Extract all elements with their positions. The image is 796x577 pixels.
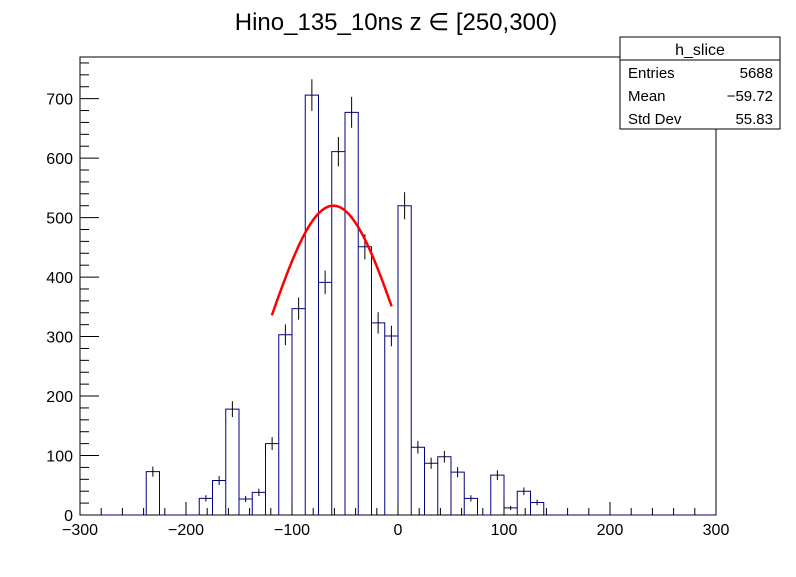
x-tick-label: 200: [597, 522, 624, 539]
fit-curve-group: [270, 204, 393, 316]
stats-stddev-value: 55.83: [735, 111, 773, 128]
histogram-outline: [80, 94, 716, 516]
x-tick-label: 300: [703, 522, 730, 539]
stats-box: h_slice Entries 5688 Mean −59.72 Std Dev…: [619, 36, 781, 130]
y-tick-label: 0: [64, 508, 73, 525]
stats-box-frame: [619, 36, 781, 130]
y-tick-label: 200: [46, 389, 73, 406]
chart-title: Hino_135_10ns z ∈ [250,300): [235, 9, 557, 36]
stats-name: h_slice: [675, 42, 725, 59]
y-tick-label: 100: [46, 449, 73, 466]
stats-mean-label: Mean: [628, 88, 666, 105]
y-tick-label: 500: [46, 211, 73, 228]
y-tick-label: 700: [46, 92, 73, 109]
histogram-bins: [80, 79, 716, 516]
y-tick-label: 300: [46, 330, 73, 347]
x-tick-label: −200: [168, 522, 204, 539]
x-tick-label: 100: [491, 522, 518, 539]
stats-mean-value: −59.72: [727, 88, 773, 105]
stats-stddev-label: Std Dev: [628, 111, 682, 128]
x-tick-label: 0: [394, 522, 403, 539]
fit-curve: [270, 204, 393, 316]
stats-entries-label: Entries: [628, 65, 675, 82]
y-tick-label: 400: [46, 270, 73, 287]
x-tick-label: −300: [62, 522, 98, 539]
axes: −300 −200 −100 0 100 200 300 0 100 200 300 400 500 60…: [46, 62, 730, 539]
y-tick-label: 600: [46, 151, 73, 168]
x-tick-label: −100: [274, 522, 310, 539]
stats-entries-value: 5688: [740, 65, 773, 82]
